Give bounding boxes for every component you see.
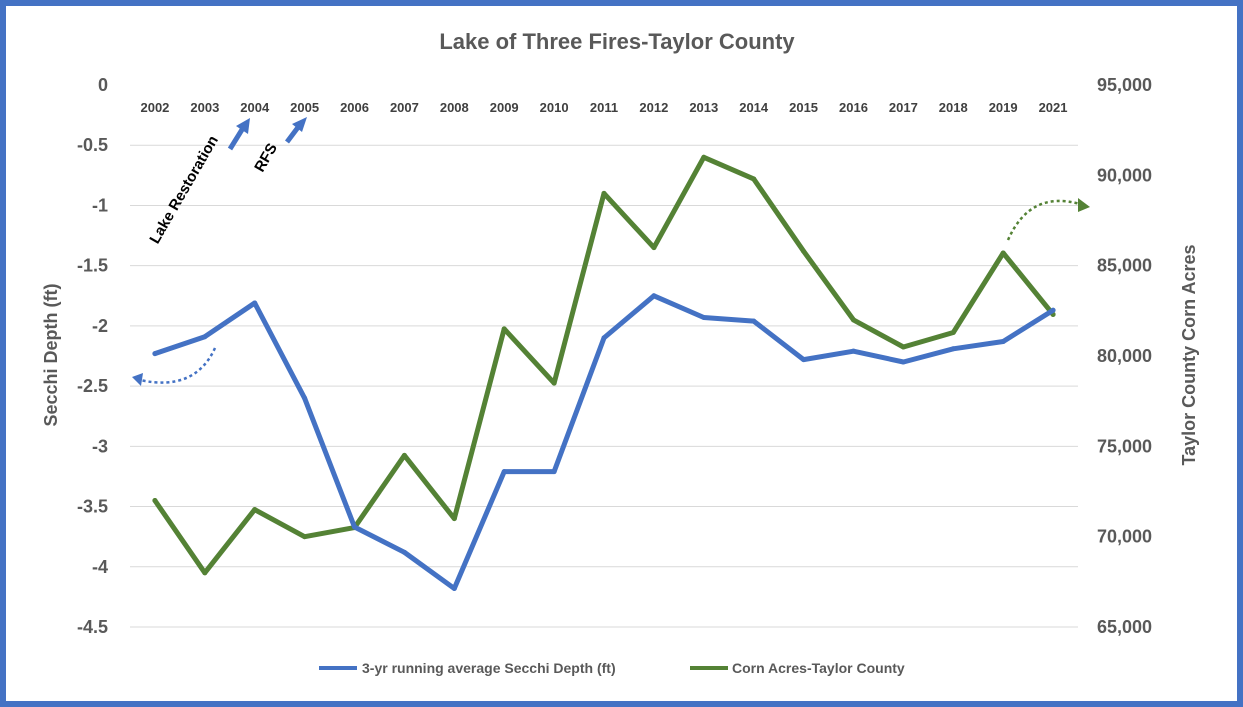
x-tick-label: 2007 [390, 100, 419, 115]
data-point-corn [202, 570, 208, 576]
right-axis-pointer [1006, 198, 1090, 241]
rfs-arrow-icon [285, 124, 301, 144]
right-axis-arrowhead-icon [1078, 198, 1090, 212]
data-point-corn [701, 154, 707, 160]
data-point-corn [401, 452, 407, 458]
x-tick-label: 2003 [190, 100, 219, 115]
y-tick-label: -1 [92, 195, 108, 215]
data-point-secchi [1050, 307, 1056, 313]
y2-tick-label: 65,000 [1097, 617, 1152, 637]
x-tick-label: 2010 [540, 100, 569, 115]
y2-tick-label: 75,000 [1097, 436, 1152, 456]
lake-restoration-label: Lake Restoration [146, 133, 222, 247]
data-point-secchi [352, 524, 358, 530]
y-tick-label: -4.5 [77, 617, 108, 637]
x-tick-label: 2017 [889, 100, 918, 115]
legend: 3-yr running average Secchi Depth (ft) C… [319, 660, 905, 676]
data-point-corn [950, 330, 956, 336]
data-point-corn [152, 498, 158, 504]
y-tick-label: -4 [92, 557, 108, 577]
data-point-corn [501, 326, 507, 332]
right-axis-ticks: 95,000 90,000 85,000 80,000 75,000 70,000 65,0… [1097, 75, 1152, 637]
data-point-secchi [900, 359, 906, 365]
data-point-secchi [501, 469, 507, 475]
x-tick-label: 2014 [739, 100, 769, 115]
data-point-secchi [751, 318, 757, 324]
legend-label-secchi: 3-yr running average Secchi Depth (ft) [362, 660, 616, 676]
x-tick-label: 2011 [590, 100, 618, 115]
data-point-secchi [801, 357, 807, 363]
y-tick-label: -2 [92, 316, 108, 336]
data-point-secchi [601, 335, 607, 341]
series [152, 154, 1056, 591]
y2-tick-label: 70,000 [1097, 527, 1152, 547]
data-point-secchi [302, 395, 308, 401]
data-point-secchi [252, 300, 258, 306]
y-tick-label: -0.5 [77, 135, 108, 155]
x-tick-label: 2021 [1039, 100, 1068, 115]
x-tick-label: 2016 [839, 100, 868, 115]
line-chart: Lake of Three Fires-Taylor County 0 -0.5 -… [41, 29, 1199, 676]
data-point-corn [651, 245, 657, 251]
lake-restoration-arrow-icon [227, 126, 246, 151]
data-point-corn [451, 516, 457, 522]
data-point-secchi [950, 346, 956, 352]
gridlines [130, 144, 1078, 628]
y2-tick-label: 90,000 [1097, 165, 1152, 185]
x-tick-label: 2006 [340, 100, 369, 115]
left-axis-ticks: 0 -0.5 -1 -1.5 -2 -2.5 -3 -3.5 -4 -4.5 [77, 75, 108, 637]
data-point-corn [1000, 250, 1006, 256]
y-axis-label: Secchi Depth (ft) [41, 283, 61, 426]
y-tick-label: -1.5 [77, 256, 108, 276]
x-tick-label: 2012 [639, 100, 668, 115]
left-axis-arrowhead-icon [132, 373, 143, 386]
data-point-secchi [701, 314, 707, 320]
y-tick-label: -3.5 [77, 497, 108, 517]
x-tick-label: 2005 [290, 100, 319, 115]
rfs-arrowhead-icon [292, 117, 307, 132]
rfs-annotation: RFS [251, 117, 307, 175]
legend-label-corn: Corn Acres-Taylor County [732, 660, 905, 676]
x-tick-label: 2004 [240, 100, 270, 115]
data-point-secchi [401, 549, 407, 555]
y2-tick-label: 85,000 [1097, 256, 1152, 276]
y-tick-label: -3 [92, 436, 108, 456]
left-axis-curved-arrow-icon [139, 347, 217, 384]
data-point-secchi [850, 348, 856, 354]
right-axis-curved-arrow-icon [1006, 199, 1081, 241]
data-point-corn [751, 176, 757, 182]
y-tick-label: -2.5 [77, 376, 108, 396]
data-point-secchi [1000, 339, 1006, 345]
data-point-corn [900, 344, 906, 350]
y2-tick-label: 95,000 [1097, 75, 1152, 95]
lake-restoration-annotation: Lake Restoration [146, 118, 250, 247]
x-tick-label: 2018 [939, 100, 968, 115]
data-point-secchi [651, 293, 657, 299]
y-tick-label: 0 [98, 75, 108, 95]
left-axis-pointer [132, 347, 217, 386]
data-point-secchi [202, 334, 208, 340]
data-point-secchi [451, 585, 457, 591]
x-tick-label: 2015 [789, 100, 818, 115]
x-tick-label: 2002 [140, 100, 169, 115]
lake-restoration-arrowhead-icon [236, 118, 250, 134]
data-point-corn [601, 190, 607, 196]
data-point-corn [252, 507, 258, 513]
data-point-corn [551, 380, 557, 386]
y2-axis-label: Taylor County Corn Acres [1179, 244, 1199, 465]
x-axis-ticks: 2002 2003 2004 2005 2006 2007 2008 2009 2010 2011… [140, 100, 1067, 115]
data-point-corn [850, 317, 856, 323]
data-point-corn [302, 534, 308, 540]
x-tick-label: 2008 [440, 100, 469, 115]
x-tick-label: 2019 [989, 100, 1018, 115]
data-point-secchi [152, 351, 158, 357]
x-tick-label: 2009 [490, 100, 519, 115]
data-point-secchi [551, 469, 557, 475]
y2-tick-label: 80,000 [1097, 346, 1152, 366]
data-point-corn [801, 248, 807, 254]
x-tick-label: 2013 [689, 100, 718, 115]
chart-title: Lake of Three Fires-Taylor County [439, 29, 795, 54]
